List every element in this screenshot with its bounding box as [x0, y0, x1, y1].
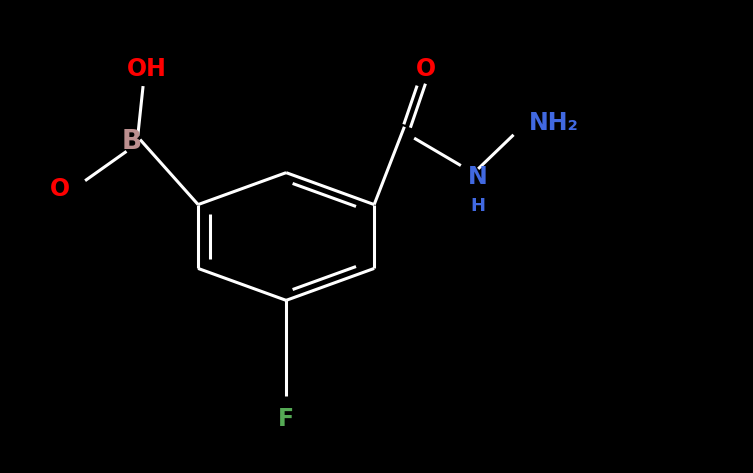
- Text: O: O: [416, 57, 435, 80]
- Text: N: N: [468, 166, 488, 189]
- Text: B: B: [122, 129, 142, 155]
- Text: H: H: [471, 197, 486, 215]
- Text: OH: OH: [127, 57, 166, 80]
- Text: F: F: [278, 407, 294, 430]
- Text: NH₂: NH₂: [529, 111, 578, 135]
- Text: O: O: [50, 177, 70, 201]
